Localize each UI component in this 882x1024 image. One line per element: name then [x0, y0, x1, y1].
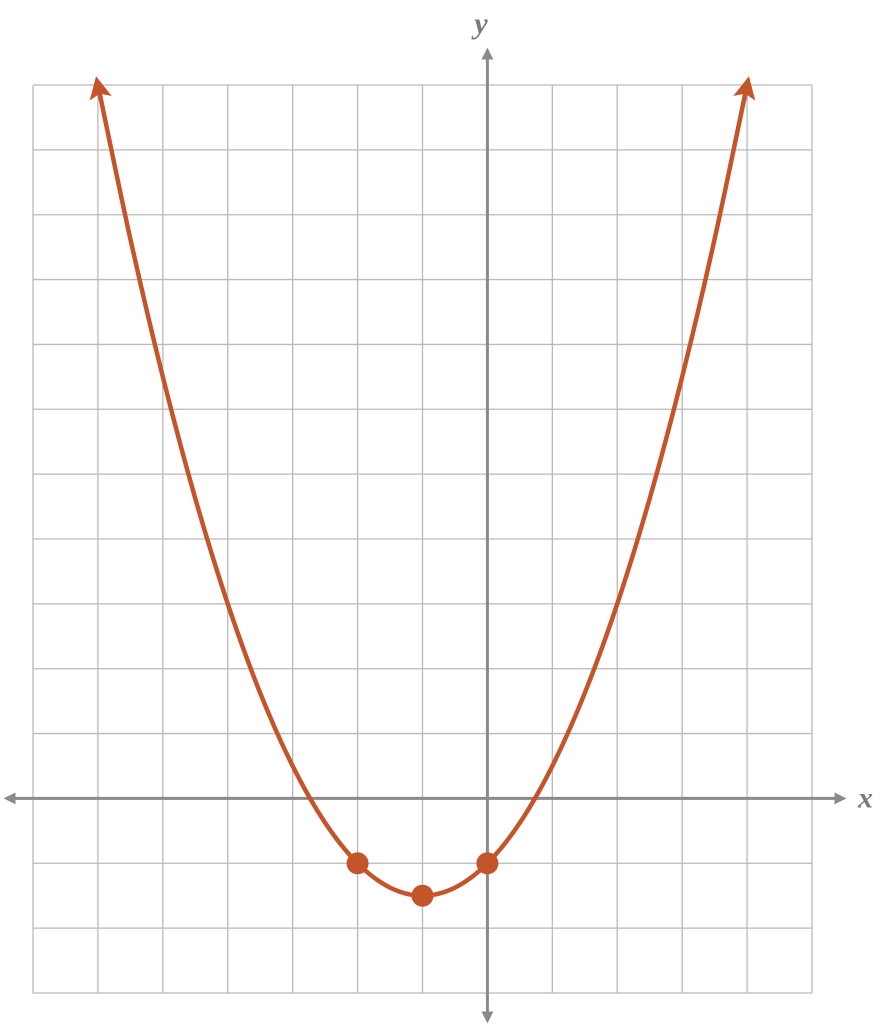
- plot-area: [89, 76, 756, 907]
- point: [346, 852, 369, 875]
- axes: xy: [3, 7, 873, 1024]
- grid: [32, 84, 813, 994]
- point: [411, 884, 434, 907]
- y-axis-label: y: [471, 7, 488, 40]
- point: [476, 852, 499, 875]
- x-axis-label: x: [857, 781, 873, 814]
